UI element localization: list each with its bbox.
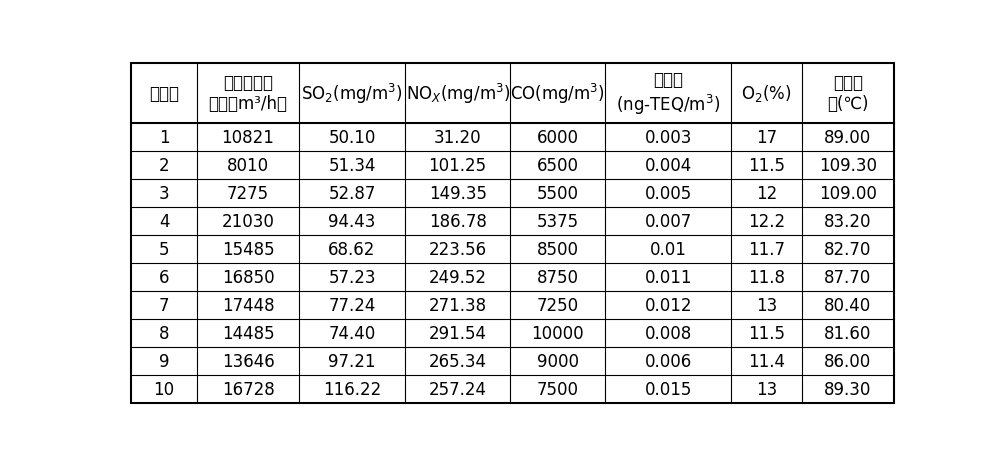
Text: 排放量（工
况）（m³/h）: 排放量（工 况）（m³/h） (209, 74, 288, 113)
Text: 81.60: 81.60 (824, 324, 871, 342)
Text: 6500: 6500 (537, 157, 579, 174)
Text: 0.012: 0.012 (644, 296, 692, 314)
Text: 52.87: 52.87 (328, 185, 376, 202)
Text: 1: 1 (159, 129, 169, 146)
Text: 74.40: 74.40 (328, 324, 376, 342)
Text: 116.22: 116.22 (323, 380, 381, 398)
Text: 13: 13 (756, 380, 777, 398)
Text: 77.24: 77.24 (328, 296, 376, 314)
Text: 101.25: 101.25 (429, 157, 487, 174)
Text: 109.30: 109.30 (819, 157, 877, 174)
Text: 223.56: 223.56 (429, 240, 487, 258)
Text: 8750: 8750 (537, 268, 579, 286)
Text: 0.01: 0.01 (650, 240, 687, 258)
Text: 68.62: 68.62 (328, 240, 376, 258)
Text: NO$_X$(mg/m$^3$): NO$_X$(mg/m$^3$) (406, 82, 510, 106)
Text: 13: 13 (756, 296, 777, 314)
Text: 10000: 10000 (531, 324, 584, 342)
Text: 257.24: 257.24 (429, 380, 487, 398)
Text: 83.20: 83.20 (824, 212, 872, 230)
Text: 8010: 8010 (227, 157, 269, 174)
Text: 291.54: 291.54 (429, 324, 487, 342)
Text: 0.007: 0.007 (645, 212, 692, 230)
Text: 11.4: 11.4 (748, 352, 785, 370)
Text: 5500: 5500 (537, 185, 579, 202)
Text: 8500: 8500 (537, 240, 579, 258)
Text: 11.5: 11.5 (748, 324, 785, 342)
Text: 0.015: 0.015 (644, 380, 692, 398)
Text: 51.34: 51.34 (328, 157, 376, 174)
Text: 10821: 10821 (222, 129, 274, 146)
Text: 0.008: 0.008 (645, 324, 692, 342)
Text: 17: 17 (756, 129, 777, 146)
Text: 3: 3 (159, 185, 169, 202)
Text: 82.70: 82.70 (824, 240, 871, 258)
Text: 80.40: 80.40 (824, 296, 871, 314)
Text: 二噁英
(ng-TEQ/m$^3$): 二噁英 (ng-TEQ/m$^3$) (616, 71, 720, 117)
Text: 11.8: 11.8 (748, 268, 785, 286)
Text: 149.35: 149.35 (429, 185, 487, 202)
Text: 4: 4 (159, 212, 169, 230)
Text: 86.00: 86.00 (824, 352, 871, 370)
Text: 13646: 13646 (222, 352, 274, 370)
Text: 0.006: 0.006 (645, 352, 692, 370)
Text: 109.00: 109.00 (819, 185, 877, 202)
Text: O$_2$(%): O$_2$(%) (741, 83, 792, 104)
Text: 15485: 15485 (222, 240, 274, 258)
Text: SO$_2$(mg/m$^3$): SO$_2$(mg/m$^3$) (301, 82, 403, 106)
Text: 0.004: 0.004 (645, 157, 692, 174)
Text: 16728: 16728 (222, 380, 274, 398)
Text: 风箱号: 风箱号 (149, 84, 179, 102)
Text: 97.21: 97.21 (328, 352, 376, 370)
Text: 11.5: 11.5 (748, 157, 785, 174)
Text: 9: 9 (159, 352, 169, 370)
Text: 89.30: 89.30 (824, 380, 871, 398)
Text: 57.23: 57.23 (328, 268, 376, 286)
Text: 0.005: 0.005 (645, 185, 692, 202)
Text: 12: 12 (756, 185, 777, 202)
Text: 0.011: 0.011 (644, 268, 692, 286)
Text: 6000: 6000 (537, 129, 579, 146)
Text: 17448: 17448 (222, 296, 274, 314)
Text: 186.78: 186.78 (429, 212, 487, 230)
Text: 50.10: 50.10 (328, 129, 376, 146)
Text: 89.00: 89.00 (824, 129, 871, 146)
Text: 烟气温
度(℃): 烟气温 度(℃) (827, 74, 869, 113)
Text: 5375: 5375 (537, 212, 579, 230)
Text: 94.43: 94.43 (328, 212, 376, 230)
Text: 0.003: 0.003 (644, 129, 692, 146)
Text: 87.70: 87.70 (824, 268, 871, 286)
Text: 12.2: 12.2 (748, 212, 785, 230)
Text: 16850: 16850 (222, 268, 274, 286)
Text: 11.7: 11.7 (748, 240, 785, 258)
Text: 7275: 7275 (227, 185, 269, 202)
Text: CO(mg/m$^3$): CO(mg/m$^3$) (510, 82, 605, 106)
Text: 6: 6 (159, 268, 169, 286)
Text: 249.52: 249.52 (429, 268, 487, 286)
Text: 7: 7 (159, 296, 169, 314)
Text: 271.38: 271.38 (429, 296, 487, 314)
Text: 7500: 7500 (537, 380, 579, 398)
Text: 2: 2 (159, 157, 169, 174)
Text: 265.34: 265.34 (429, 352, 487, 370)
Text: 31.20: 31.20 (434, 129, 481, 146)
Text: 5: 5 (159, 240, 169, 258)
Text: 10: 10 (153, 380, 175, 398)
Text: 21030: 21030 (222, 212, 274, 230)
Text: 14485: 14485 (222, 324, 274, 342)
Text: 7250: 7250 (537, 296, 579, 314)
Text: 9000: 9000 (537, 352, 579, 370)
Text: 8: 8 (159, 324, 169, 342)
